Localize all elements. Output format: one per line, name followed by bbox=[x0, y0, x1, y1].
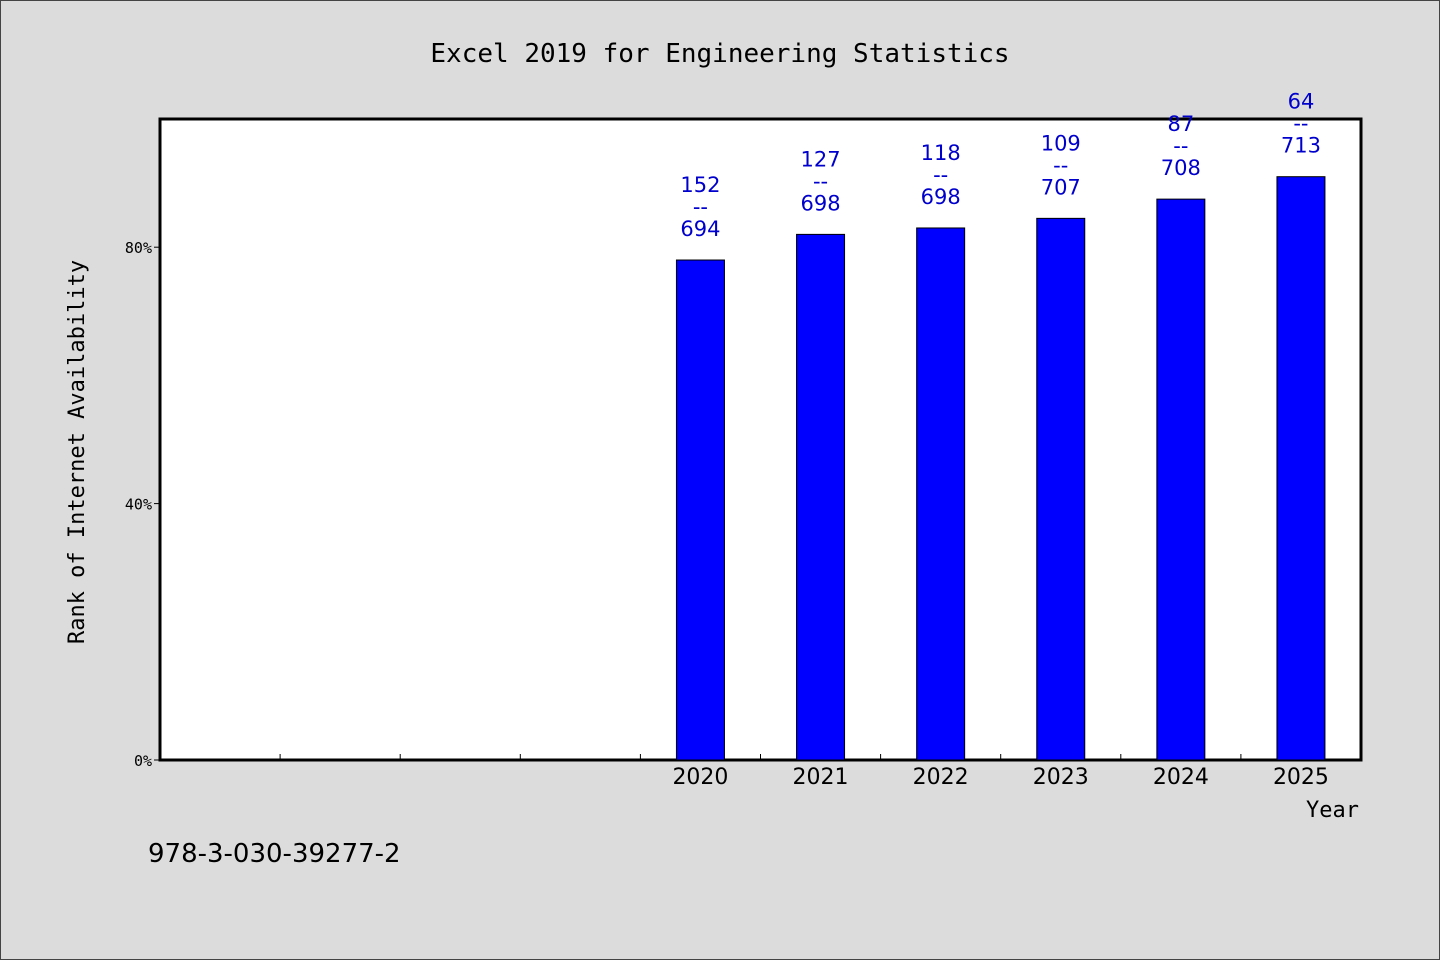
bar bbox=[1156, 198, 1206, 761]
bar-data-label: 64 bbox=[1288, 90, 1315, 114]
bars bbox=[675, 176, 1326, 761]
x-axis-label: Year bbox=[1306, 798, 1359, 823]
y-axis-label: Rank of Internet Availability bbox=[65, 260, 90, 644]
y-tick-label: 0% bbox=[134, 752, 152, 770]
x-axis: 2020 2021 2022 2023 2024 2025 bbox=[279, 754, 1329, 790]
bar bbox=[675, 259, 725, 761]
bar-data-label: 708 bbox=[1161, 156, 1201, 180]
x-tick-label: 2022 bbox=[913, 765, 969, 790]
bar-data-label: 698 bbox=[801, 191, 841, 215]
bar-data-label: 118 bbox=[921, 141, 961, 165]
bar bbox=[796, 233, 846, 761]
bar-data-label: 698 bbox=[921, 185, 961, 209]
y-axis: 0% 40% 80% bbox=[125, 239, 160, 770]
bar-data-label: -- bbox=[1053, 153, 1068, 177]
bar-data-label: 87 bbox=[1167, 112, 1194, 136]
bar-data-label: -- bbox=[693, 195, 708, 219]
bar-data-label: 109 bbox=[1041, 131, 1081, 155]
bar-data-label: -- bbox=[1173, 134, 1188, 158]
x-tick-label: 2024 bbox=[1153, 765, 1209, 790]
x-tick-label: 2020 bbox=[672, 765, 728, 790]
bar-data-label: 127 bbox=[801, 147, 841, 171]
isbn-footer: 978-3-030-39277-2 bbox=[148, 839, 401, 869]
bar bbox=[1036, 217, 1086, 761]
bar-data-label: 694 bbox=[680, 217, 720, 241]
bar-data-label: -- bbox=[813, 169, 828, 193]
x-tick-label: 2021 bbox=[793, 765, 849, 790]
x-tick-label: 2025 bbox=[1273, 765, 1329, 790]
bar-data-label: 713 bbox=[1281, 134, 1321, 158]
bar-data-label: -- bbox=[1293, 112, 1308, 136]
bar-data-label: -- bbox=[933, 163, 948, 187]
y-tick-label: 80% bbox=[125, 239, 152, 257]
y-tick-label: 40% bbox=[125, 496, 152, 514]
bar-data-label: 152 bbox=[680, 173, 720, 197]
bar bbox=[916, 227, 966, 761]
x-tick-label: 2023 bbox=[1033, 765, 1089, 790]
chart-title: Excel 2019 for Engineering Statistics bbox=[430, 39, 1009, 69]
bar bbox=[1276, 176, 1326, 761]
bar-labels: 152--694127--698118--698109--70787--7086… bbox=[680, 90, 1321, 241]
bar-data-label: 707 bbox=[1041, 175, 1081, 199]
